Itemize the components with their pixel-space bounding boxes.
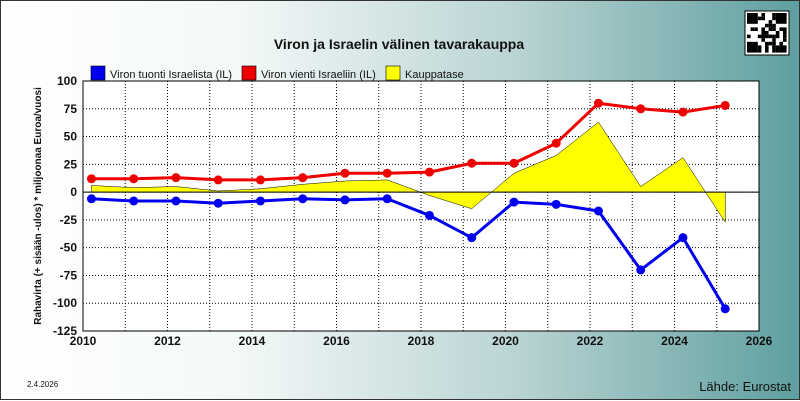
series-1 (86, 98, 730, 185)
data-point (171, 196, 181, 206)
data-point (509, 197, 519, 207)
series-line (91, 101, 726, 182)
x-tick-label: 2016 (323, 334, 350, 348)
data-point (467, 233, 477, 243)
y-tick-label: 75 (64, 102, 78, 116)
data-point (213, 175, 223, 185)
data-point (171, 173, 181, 183)
legend-label-export: Viron vienti Israeliin (IL) (261, 69, 376, 81)
y-tick-label: -100 (53, 296, 77, 310)
series-0 (86, 194, 730, 314)
legend-item-balance: Kauppatase (385, 65, 464, 81)
legend-swatch-import (90, 65, 106, 81)
balance-area (91, 121, 726, 223)
y-tick-label: 25 (64, 157, 78, 171)
x-tick-label: 2010 (70, 334, 97, 348)
footer-date: 2.4.2026 (27, 380, 59, 389)
data-point (720, 100, 730, 110)
data-point (340, 168, 350, 178)
data-point (678, 107, 688, 117)
series-lines (86, 98, 730, 314)
legend-label-import: Viron tuonti Israelista (IL) (110, 69, 232, 81)
data-point (255, 175, 265, 185)
y-tick-label: -75 (60, 268, 78, 282)
data-point (636, 265, 646, 275)
x-tick-label: 2012 (154, 334, 181, 348)
x-tick-label: 2026 (746, 334, 773, 348)
plot-area (83, 81, 759, 331)
data-point (720, 304, 730, 314)
qr-code-icon (744, 10, 790, 56)
data-point (593, 98, 603, 108)
chart-title: Viron ja Israelin välinen tavarakauppa (274, 36, 525, 52)
y-tick-label: 0 (70, 185, 77, 199)
data-point (593, 206, 603, 216)
plot-border (82, 80, 760, 332)
y-tick-label: -125 (53, 324, 77, 338)
legend-label-balance: Kauppatase (405, 69, 464, 81)
x-tick-label: 2020 (492, 334, 519, 348)
y-tick-label: 50 (64, 130, 78, 144)
footer-source: Lähde: Eurostat (699, 379, 791, 394)
data-point (129, 174, 139, 184)
data-point (424, 210, 434, 220)
data-point (86, 174, 96, 184)
y-tick-label: 100 (57, 74, 77, 88)
legend: Viron tuonti Israelista (IL) Viron vient… (90, 65, 464, 81)
legend-item-import: Viron tuonti Israelista (IL) (90, 65, 232, 81)
data-point (340, 195, 350, 205)
data-point (551, 199, 561, 209)
legend-swatch-export (241, 65, 257, 81)
data-point (509, 158, 519, 168)
x-tick-label: 2018 (408, 334, 435, 348)
data-point (467, 158, 477, 168)
data-point (213, 198, 223, 208)
x-tick-label: 2014 (239, 334, 266, 348)
data-point (382, 168, 392, 178)
y-tick-label: -50 (60, 241, 78, 255)
legend-swatch-balance (385, 65, 401, 81)
data-point (424, 167, 434, 177)
data-point (129, 196, 139, 206)
data-point (382, 194, 392, 204)
data-point (636, 104, 646, 114)
data-point (298, 173, 308, 183)
y-tick-label: -25 (60, 213, 78, 227)
data-point (551, 138, 561, 148)
data-point (678, 233, 688, 243)
y-axis-label: Rahavirta (+ sisään -ulos) * miljoonaa E… (33, 87, 44, 325)
data-point (298, 194, 308, 204)
balance-area-shape (91, 121, 726, 223)
x-tick-label: 2024 (661, 334, 688, 348)
legend-item-export: Viron vienti Israeliin (IL) (241, 65, 376, 81)
series-line (91, 197, 727, 310)
x-tick-label: 2022 (577, 334, 604, 348)
data-point (255, 196, 265, 206)
data-point (86, 194, 96, 204)
